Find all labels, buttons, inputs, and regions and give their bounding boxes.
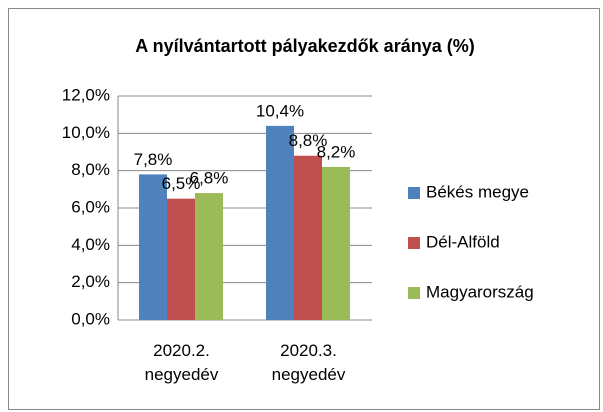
data-label: 8,2% [317,142,356,161]
y-tick-label: 2,0% [71,272,110,291]
legend-label: Dél-Alföld [426,232,500,251]
y-tick-label: 4,0% [71,235,110,254]
y-tick-label: 6,0% [71,197,110,216]
y-tick-label: 0,0% [71,309,110,328]
chart-title: A nyílvántartott pályakezdők aránya (%) [135,36,474,56]
bar [195,193,223,320]
data-label: 6,5% [162,174,201,193]
bar [322,166,350,320]
legend-label: Magyarország [426,282,534,301]
data-label: 10,4% [256,101,304,120]
bar [167,198,195,320]
data-label: 8,8% [289,131,328,150]
bar [139,174,167,320]
legend-swatch [408,237,420,249]
legend-swatch [408,287,420,299]
bar [294,155,322,320]
data-label: 7,8% [134,150,173,169]
data-label: 6,8% [190,169,229,188]
bar [266,125,294,320]
x-tick-label: 2020.3. negyedév [271,341,346,384]
y-tick-label: 12,0% [62,85,110,104]
y-tick-label: 10,0% [62,123,110,142]
y-tick-label: 8,0% [71,160,110,179]
legend-swatch [408,187,420,199]
x-tick-label: 2020.2. negyedév [144,341,219,384]
legend-label: Békés megye [426,182,529,201]
